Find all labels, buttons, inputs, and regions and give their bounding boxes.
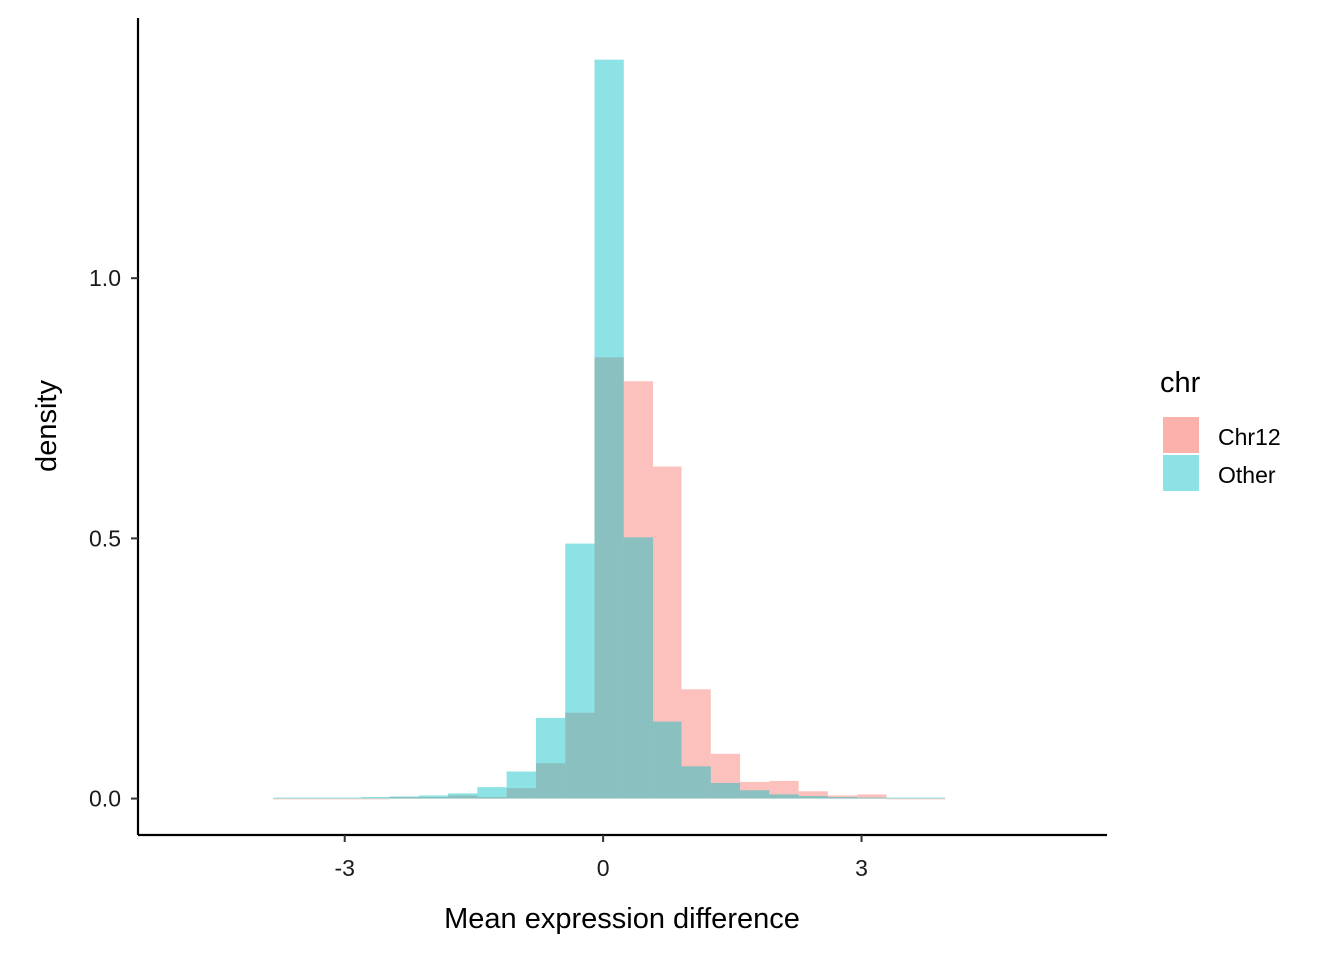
other-bar-20 [857,797,887,799]
chr12-bar-8 [506,788,536,799]
chr12-bar-17 [769,780,799,799]
other-bar-9 [535,717,566,799]
chr12-bar-5 [418,797,449,799]
chr12-bar-21 [886,798,916,800]
legend-title: chr [1160,367,1201,399]
x-tick-label: -3 [334,855,354,881]
y-tick-label: 1.0 [89,265,121,291]
chr12-bars [273,357,946,800]
chr12-bar-7 [477,797,507,799]
other-bar-6 [448,793,478,799]
x-tick-label: 0 [597,855,610,881]
other-bar-7 [477,787,507,799]
other-bar-3 [361,797,390,799]
chr12-bar-13 [653,466,682,799]
legend-key-other [1163,455,1199,491]
other-bar-14 [681,766,711,799]
x-axis-ticks: -3 0 3 [334,835,868,881]
chr12-bar-11 [594,357,624,799]
chr12-bar-2 [331,798,362,800]
legend-label-other: Other [1218,462,1276,488]
x-tick-label: 3 [855,855,868,881]
chr12-bar-16 [740,781,770,799]
legend: chr Chr12 Other [1160,367,1281,491]
other-bar-5 [418,795,449,799]
other-bar-2 [331,797,362,799]
other-bar-13 [653,721,682,799]
other-bar-12 [623,537,654,799]
other-bar-15 [710,782,741,799]
chr12-bar-1 [302,798,332,800]
other-bar-0 [273,797,303,799]
other-bar-16 [740,790,770,799]
other-bar-1 [302,797,332,799]
other-bar-17 [769,794,799,799]
other-bar-11 [594,59,624,799]
chr12-bar-4 [389,797,419,799]
other-bar-22 [915,797,946,799]
y-axis-ticks: 0.0 0.5 1.0 [89,265,138,812]
other-bar-19 [827,797,858,799]
y-tick-label: 0.5 [89,525,121,551]
other-bar-4 [389,796,419,799]
y-tick-label: 0.0 [89,786,121,812]
other-bars [273,59,946,799]
chr12-bar-22 [915,798,946,800]
other-bar-21 [886,797,916,799]
chr12-bar-19 [827,795,858,799]
y-axis-title: density [31,380,63,472]
other-bar-8 [506,771,536,799]
chr12-bar-0 [273,798,303,800]
other-bar-10 [565,543,595,799]
chr12-bar-10 [565,712,595,799]
other-bar-18 [798,795,828,799]
chr12-bar-14 [681,689,711,799]
chr12-bar-3 [361,798,390,800]
legend-label-chr12: Chr12 [1218,424,1281,450]
chr12-bar-9 [535,763,566,799]
chr12-bar-6 [448,795,478,799]
chr12-bar-20 [857,794,887,799]
chr12-bar-15 [710,753,741,799]
chr12-bar-18 [798,791,828,799]
legend-key-chr12 [1163,417,1199,453]
chr12-bar-12 [623,381,654,799]
x-axis-title: Mean expression difference [444,903,800,935]
